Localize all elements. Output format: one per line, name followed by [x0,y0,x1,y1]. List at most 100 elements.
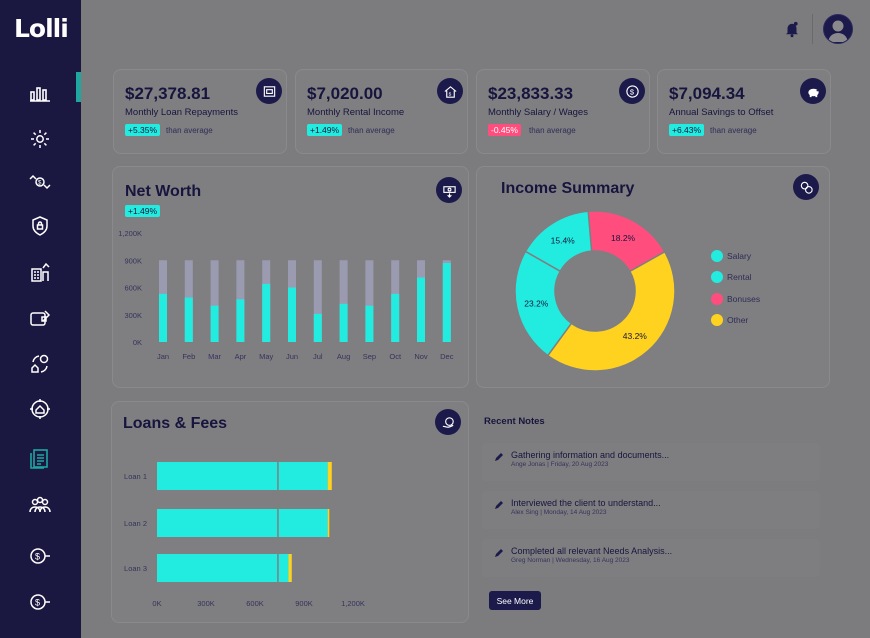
loans-fees-icon-button[interactable] [435,409,461,435]
y-tick-label: 600K [124,284,142,293]
stat-label: Monthly Rental Income [307,107,405,118]
dollar-coin-icon: $ [625,84,639,98]
nav-security[interactable] [22,210,58,242]
x-tick-label: 0K [152,599,161,608]
bell-icon[interactable] [783,20,801,38]
x-tick-label: Sep [363,352,376,361]
cash-stack-icon [442,185,456,198]
nav-home-goal[interactable] [22,393,58,425]
bar[interactable] [210,305,219,342]
x-tick-label: Mar [208,352,221,361]
note-item[interactable]: Completed all relevant Needs Analysis...… [482,539,820,577]
y-tick-label: 900K [124,256,142,265]
nav-clients[interactable] [22,490,58,522]
legend-item[interactable]: Rental [711,271,752,284]
note-item[interactable]: Gathering information and documents... A… [482,443,820,481]
nav-documents[interactable] [22,443,58,475]
bar[interactable] [391,293,400,342]
x-tick-label: May [259,352,273,361]
nav-properties[interactable] [22,256,58,288]
loans-fees-title: Loans & Fees [123,415,228,432]
bar[interactable] [313,313,322,342]
x-tick-label: Aug [337,352,350,361]
svg-text:$: $ [629,87,634,96]
bar[interactable] [365,305,374,342]
cycle-home-dollar-icon [31,354,49,373]
nav-settings[interactable] [22,123,58,155]
stat-icon: $ [619,78,645,104]
legend-item[interactable]: Other [711,313,749,326]
nav-fees[interactable]: $ [22,586,58,618]
net-worth-badge: +1.49% [125,205,161,217]
bar-segment[interactable] [157,509,278,537]
bar-segment[interactable] [278,554,289,582]
stat-label: Monthly Loan Repayments [125,107,239,118]
nav-cycle[interactable] [22,348,58,380]
nav-transfers[interactable]: $ [22,166,58,198]
home-target-icon [30,399,50,419]
document-list-icon [30,449,48,469]
bar-segment[interactable] [288,554,292,582]
income-summary-icon-button[interactable] [793,174,819,200]
note-item[interactable]: Interviewed the client to understand... … [482,491,820,529]
legend-item[interactable]: Bonuses [711,292,760,305]
stat-value: $23,833.33 [488,84,574,103]
bar-segment[interactable] [327,509,330,537]
see-more-button[interactable]: See More [489,591,541,610]
nav-dashboard[interactable] [22,76,58,108]
piggy-bank-icon [807,88,819,97]
net-worth-icon-button[interactable] [436,177,462,203]
pie-slice-label: 15.4% [551,235,576,245]
pie-slice-label: 43.2% [623,331,648,341]
nav-payments[interactable]: $ [22,540,58,572]
legend-item[interactable]: Salary [711,250,751,262]
bar[interactable] [159,293,167,342]
svg-text:$: $ [35,552,40,562]
bar-track [313,260,322,342]
pie-slice[interactable] [546,250,676,372]
coins-exchange-icon [800,181,813,194]
note-meta: Greg Norman | Wednesday, 16 Aug 2023 [511,557,630,564]
recent-notes-title: Recent Notes [484,416,545,427]
note-meta: Alex Sing | Monday, 14 Aug 2023 [511,509,607,516]
bar[interactable] [417,277,425,342]
income-summary-chart: 18.2% 43.2% 23.2% 15.4% [514,210,676,372]
x-tick-label: Nov [414,352,428,361]
stat-card-loan-repayments: $27,378.81 Monthly Loan Repayments +5.35… [113,69,287,154]
pie-slice-label: 23.2% [524,299,549,309]
bar[interactable] [236,299,245,342]
net-worth-title: Net Worth [125,183,202,200]
x-tick-label: 300K [197,599,215,608]
bar[interactable] [288,287,296,343]
legend-label: Other [727,314,749,325]
bar-segment[interactable] [157,554,278,582]
note-title: Gathering information and documents... [511,450,670,460]
bar[interactable] [442,262,451,342]
pie-slice-label: 18.2% [611,233,636,243]
x-tick-label: Jan [157,352,169,361]
bar-segment[interactable] [327,462,332,490]
bar[interactable] [262,283,271,342]
bar-segment[interactable] [278,462,328,490]
topbar-separator [812,14,813,44]
svg-text:$: $ [448,91,451,96]
user-avatar[interactable] [823,14,853,44]
loans-fees-panel: Loans & Fees Loan 1 Loan 2 Loan 3 0K 300K 600… [111,401,469,623]
y-tick-label: Loan 2 [124,519,147,528]
y-tick-label: Loan 3 [124,564,147,573]
stat-change-badge: +5.35% [125,124,161,136]
loans-fees-chart: Loan 1 Loan 2 Loan 3 0K 300K 600K 900K 1,200K [124,462,365,608]
bar-segment[interactable] [157,462,278,490]
legend-swatch [711,292,723,305]
y-tick-label: 300K [124,311,142,320]
bar-segment[interactable] [278,509,328,537]
gear-icon [31,130,49,148]
bar[interactable] [339,303,348,342]
nav-active-indicator [76,72,81,102]
bar[interactable] [184,297,193,342]
sidebar: Lolli $ $ $ [0,0,81,638]
house-dollar-icon: $ [444,85,456,98]
income-summary-panel: Income Summary 18.2% 43.2% 23.2% 15.4% [476,166,830,388]
nav-wallet[interactable] [22,302,58,334]
pie-slice[interactable] [524,210,593,273]
